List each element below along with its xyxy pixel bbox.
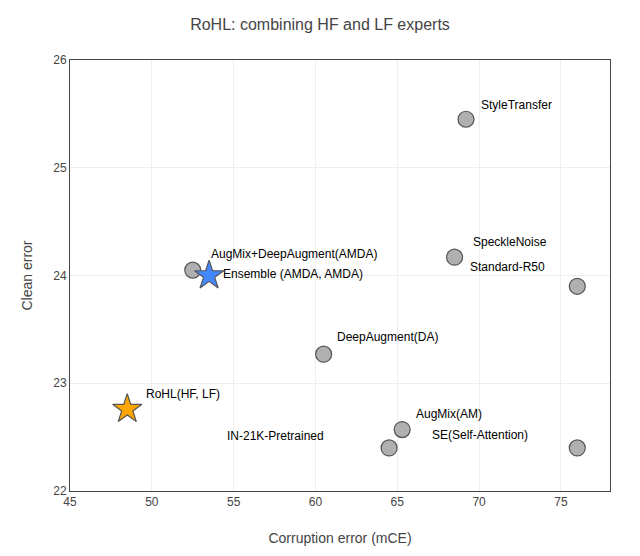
svg-text:RoHL(HF, LF): RoHL(HF, LF) (146, 387, 220, 401)
svg-text:DeepAugment(DA): DeepAugment(DA) (337, 330, 438, 344)
svg-text:25: 25 (53, 161, 67, 175)
svg-text:22: 22 (53, 484, 67, 498)
svg-text:IN-21K-Pretrained: IN-21K-Pretrained (227, 429, 324, 443)
svg-text:70: 70 (472, 495, 486, 509)
svg-text:60: 60 (309, 495, 323, 509)
svg-text:24: 24 (53, 269, 67, 283)
svg-text:RoHL: combining HF and LF expe: RoHL: combining HF and LF experts (190, 16, 450, 33)
svg-text:SpeckleNoise: SpeckleNoise (473, 235, 547, 249)
svg-text:55: 55 (227, 495, 241, 509)
svg-text:SE(Self-Attention): SE(Self-Attention) (432, 428, 528, 442)
svg-text:Standard-R50: Standard-R50 (470, 260, 545, 274)
svg-text:23: 23 (53, 376, 67, 390)
svg-text:AugMix+DeepAugment(AMDA): AugMix+DeepAugment(AMDA) (211, 247, 377, 261)
svg-text:Corruption error (mCE): Corruption error (mCE) (268, 530, 411, 546)
svg-text:75: 75 (554, 495, 568, 509)
svg-text:Ensemble (AMDA, AMDA): Ensemble (AMDA, AMDA) (223, 267, 363, 281)
svg-text:26: 26 (53, 53, 67, 67)
svg-text:50: 50 (145, 495, 159, 509)
svg-text:StyleTransfer: StyleTransfer (481, 98, 552, 112)
svg-text:65: 65 (391, 495, 405, 509)
svg-text:AugMix(AM): AugMix(AM) (416, 407, 482, 421)
svg-text:45: 45 (63, 495, 77, 509)
svg-text:Clean error: Clean error (19, 240, 35, 310)
